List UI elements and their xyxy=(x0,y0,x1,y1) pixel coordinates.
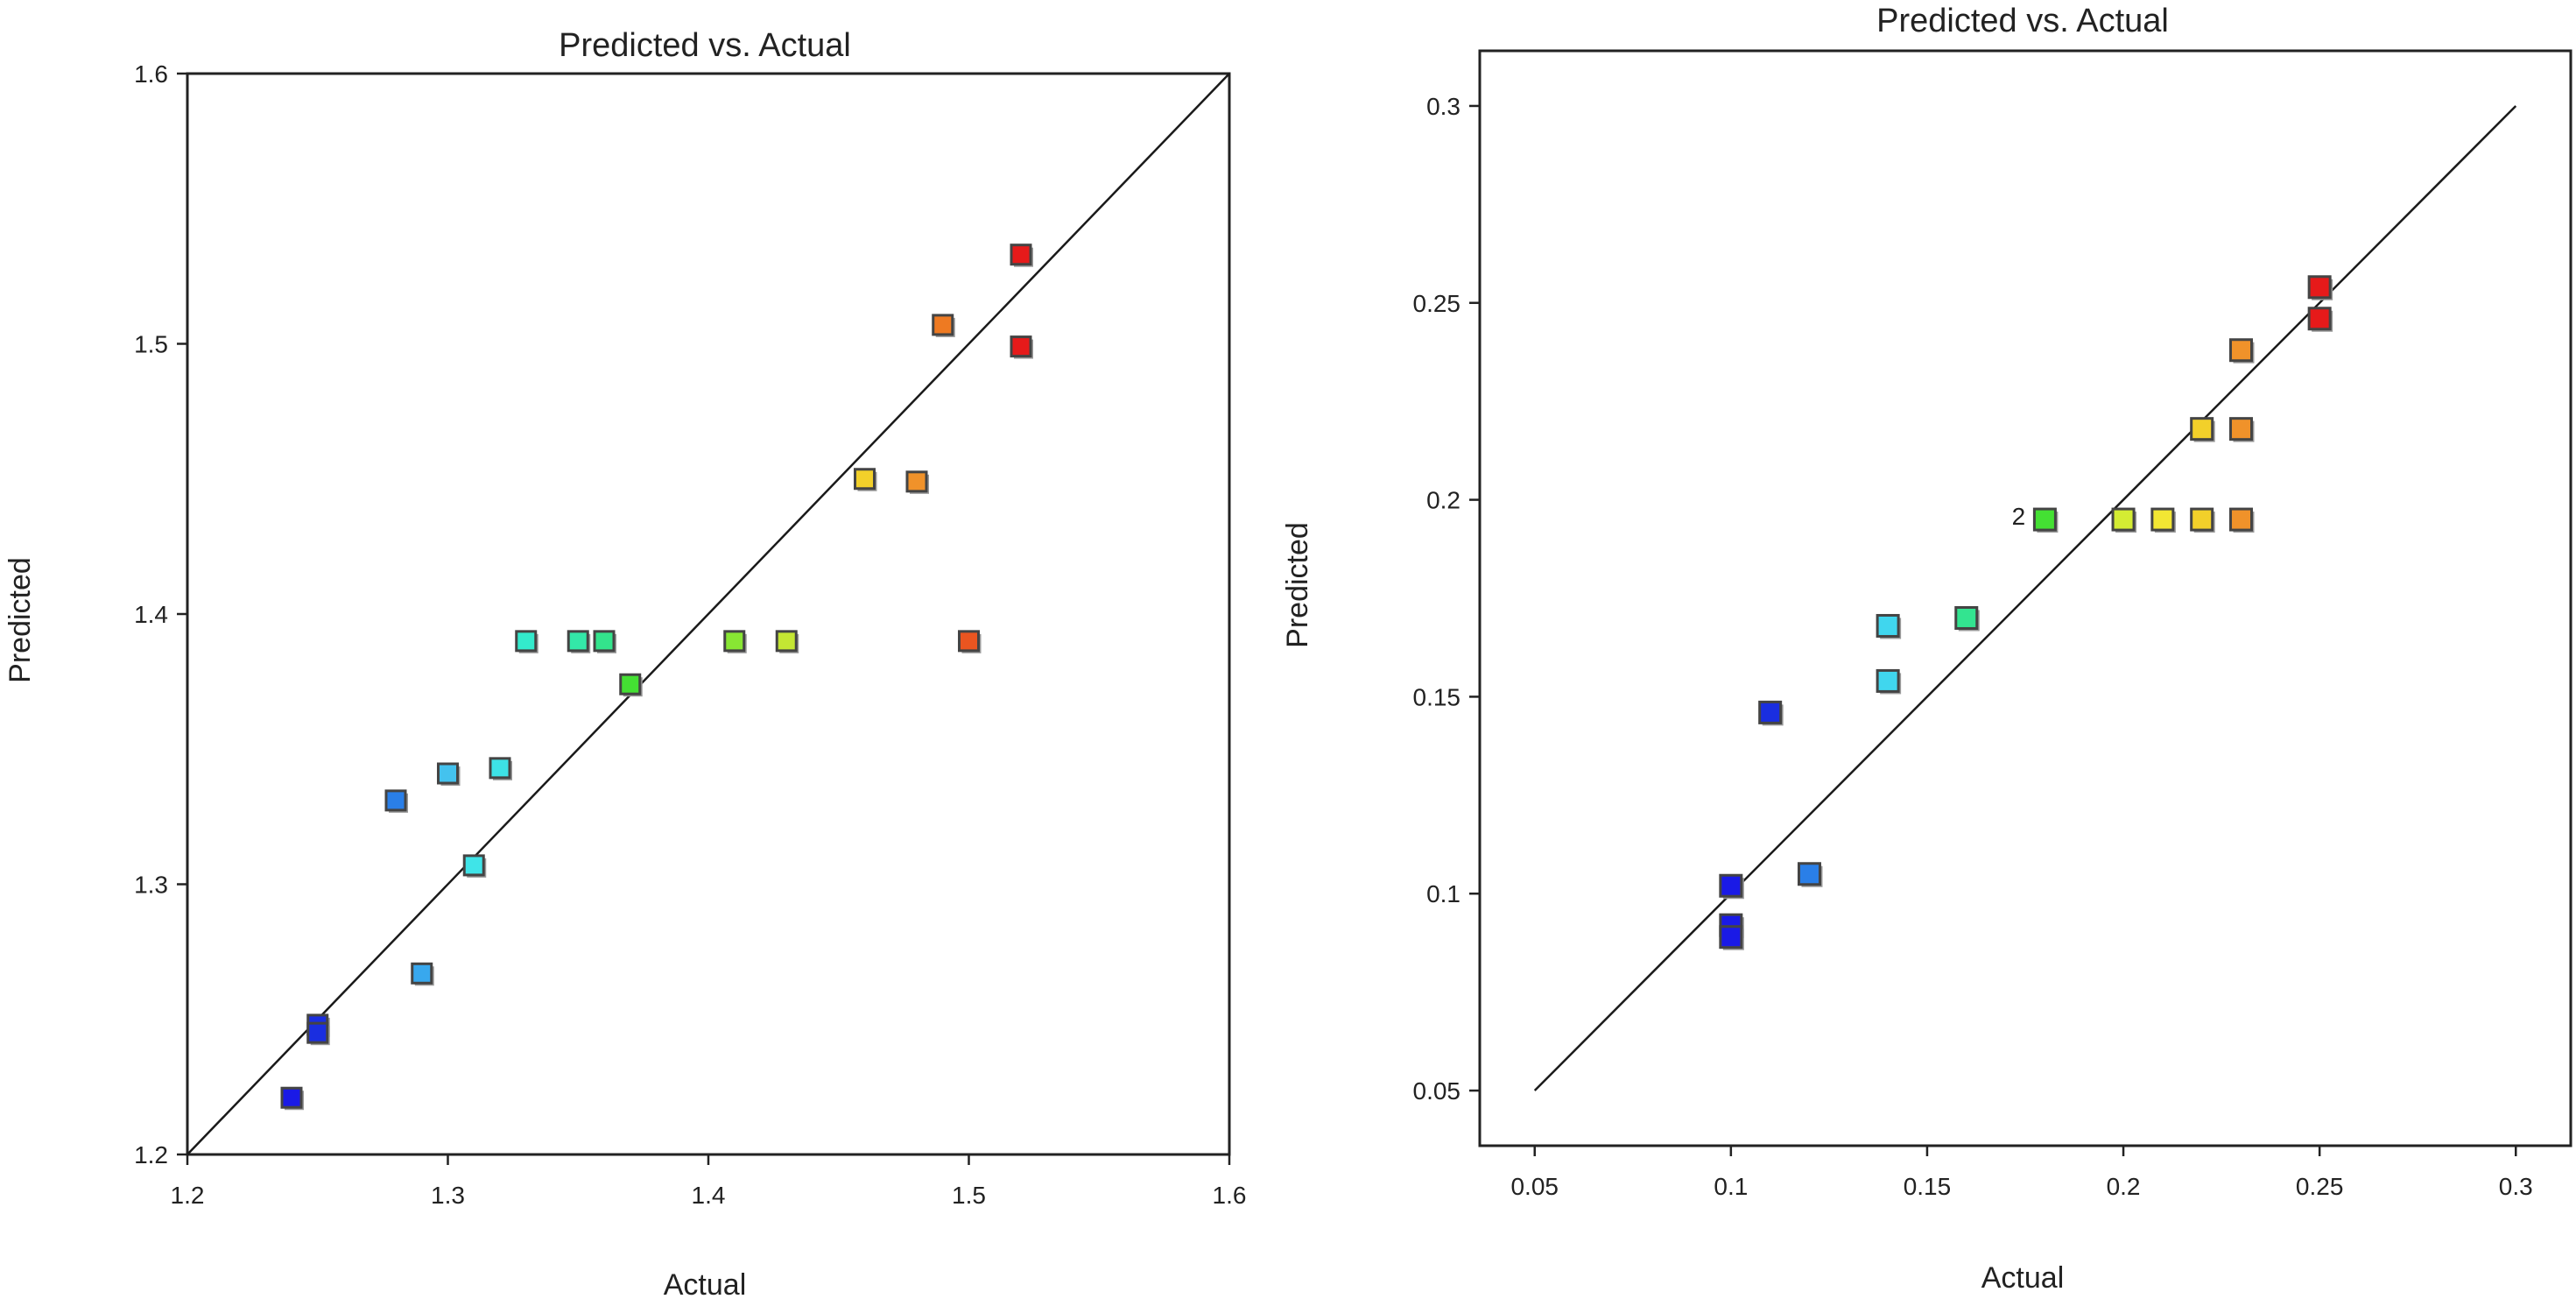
x-axis-ticks: 1.2 1.3 1.4 1.5 1.6 xyxy=(171,1154,1247,1209)
y-axis-label: Predicted xyxy=(4,557,37,683)
data-point xyxy=(1797,862,1821,886)
x-axis-label: Actual xyxy=(664,1268,747,1299)
y-axis-label: Predicted xyxy=(1281,522,1314,648)
y-tick-label: 0.2 xyxy=(1426,487,1460,514)
chart-title: Predicted vs. Actual xyxy=(1876,3,2169,39)
y-tick-label: 0.3 xyxy=(1426,93,1460,120)
data-point xyxy=(2229,507,2254,532)
data-point xyxy=(2150,507,2175,532)
x-tick-label: 1.2 xyxy=(171,1182,205,1209)
data-point xyxy=(1876,613,1900,638)
y-tick-label: 0.15 xyxy=(1413,683,1461,710)
y-tick-label: 1.5 xyxy=(134,331,168,358)
y-tick-label: 1.2 xyxy=(134,1141,168,1168)
data-point xyxy=(2307,275,2332,300)
x-tick-label: 0.15 xyxy=(1904,1173,1952,1200)
x-axis-label: Actual xyxy=(1981,1261,2065,1295)
data-point xyxy=(593,630,616,653)
data-point xyxy=(2190,507,2214,532)
x-tick-label: 0.2 xyxy=(2107,1173,2141,1200)
data-point xyxy=(1954,605,1979,630)
data-point xyxy=(1010,244,1032,266)
x-tick-label: 0.3 xyxy=(2499,1173,2533,1200)
data-point xyxy=(411,962,433,985)
y-tick-label: 1.3 xyxy=(134,872,168,899)
plot-right: Predicted vs. Actual Actual Predicted 0.… xyxy=(1281,3,2572,1295)
data-point xyxy=(2229,338,2254,363)
y-tick-label: 0.05 xyxy=(1413,1077,1461,1105)
data-point xyxy=(723,630,746,653)
y-tick-label: 0.25 xyxy=(1413,290,1461,317)
x-axis-ticks: 0.05 0.1 0.15 0.2 0.25 0.3 xyxy=(1510,1146,2533,1200)
data-point xyxy=(1719,925,1743,950)
x-tick-label: 1.5 xyxy=(952,1182,986,1209)
data-point xyxy=(384,789,407,812)
data-point xyxy=(854,468,876,491)
data-point xyxy=(515,630,538,653)
y-axis-ticks: 1.2 1.3 1.4 1.5 1.6 xyxy=(134,60,187,1168)
data-point xyxy=(489,757,511,780)
data-point xyxy=(462,854,485,877)
reference-line xyxy=(1533,105,2517,1091)
data-point xyxy=(306,1021,329,1044)
plot-left: Predicted vs. Actual Actual Predicted 1.… xyxy=(4,27,1246,1299)
x-tick-label: 1.4 xyxy=(692,1182,726,1209)
data-point xyxy=(958,630,980,653)
y-tick-label: 1.6 xyxy=(134,60,168,88)
x-tick-label: 0.25 xyxy=(2296,1173,2344,1200)
data-point xyxy=(437,762,459,785)
data-point xyxy=(1719,873,1743,898)
y-axis-ticks: 0.05 0.1 0.15 0.2 0.25 0.3 xyxy=(1413,93,1480,1105)
plot-frame xyxy=(1478,49,2572,1147)
data-point xyxy=(1010,335,1032,358)
data-point xyxy=(2032,507,2057,532)
data-points xyxy=(280,244,1033,1111)
reference-line xyxy=(187,73,1230,1155)
data-point xyxy=(1876,668,1900,693)
x-tick-label: 1.6 xyxy=(1213,1182,1247,1209)
data-point xyxy=(932,314,954,336)
data-points: 2 xyxy=(1719,275,2333,950)
y-tick-label: 0.1 xyxy=(1426,880,1460,907)
x-tick-label: 0.05 xyxy=(1510,1173,1559,1200)
chart-title: Predicted vs. Actual xyxy=(559,27,851,64)
data-point xyxy=(775,630,798,653)
x-tick-label: 1.3 xyxy=(431,1182,465,1209)
point-annotation: 2 xyxy=(2012,503,2026,530)
y-tick-label: 1.4 xyxy=(134,601,168,628)
x-tick-label: 0.1 xyxy=(1714,1173,1748,1200)
data-point xyxy=(2229,417,2254,441)
data-point xyxy=(2111,507,2136,532)
data-point xyxy=(2307,307,2332,331)
data-point xyxy=(280,1086,303,1109)
data-point xyxy=(619,673,642,695)
data-point xyxy=(2190,417,2214,441)
data-point xyxy=(1758,700,1783,724)
data-point xyxy=(905,470,928,493)
data-point xyxy=(567,630,589,653)
